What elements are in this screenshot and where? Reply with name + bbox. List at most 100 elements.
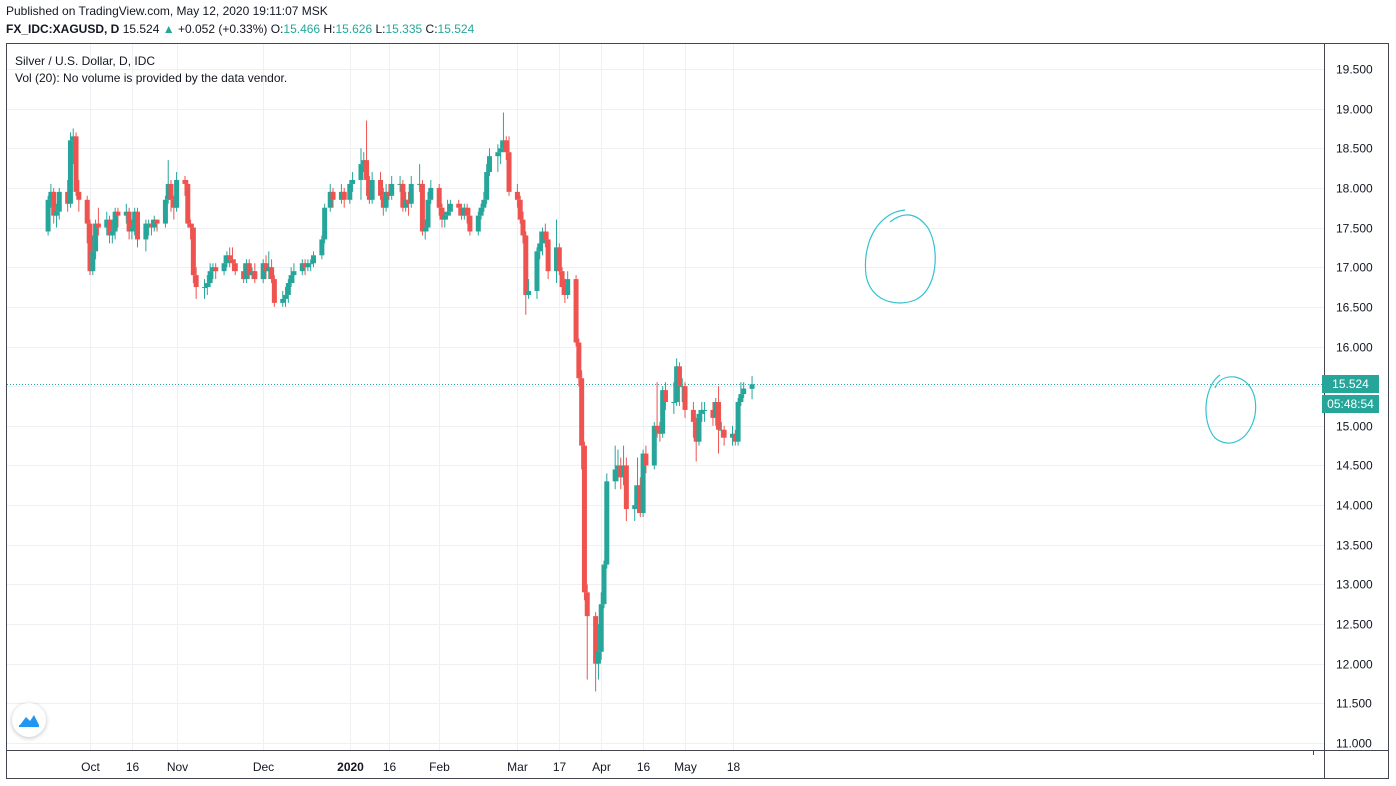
candle-body bbox=[305, 263, 311, 268]
candle bbox=[654, 382, 660, 438]
candle-body bbox=[400, 183, 406, 208]
y-tick-label: 14.500 bbox=[1336, 459, 1373, 473]
candle bbox=[676, 362, 682, 406]
candle bbox=[224, 251, 230, 268]
candle-body bbox=[185, 183, 191, 224]
candle bbox=[660, 386, 666, 438]
candle bbox=[523, 231, 529, 315]
candle bbox=[269, 259, 275, 284]
candle-body bbox=[67, 140, 73, 204]
y-tick-label: 16.500 bbox=[1336, 301, 1373, 315]
y-tick-label: 13.000 bbox=[1336, 578, 1373, 592]
candle-body bbox=[428, 187, 434, 200]
candle bbox=[397, 176, 403, 192]
candle bbox=[386, 183, 392, 200]
candle-body bbox=[738, 394, 744, 403]
candle bbox=[498, 140, 504, 165]
candle-body bbox=[347, 183, 353, 200]
candle bbox=[573, 275, 579, 347]
candle-body bbox=[540, 231, 546, 244]
series-legend-title[interactable]: Silver / U.S. Dollar, D, IDC bbox=[15, 54, 156, 68]
candle bbox=[662, 382, 668, 410]
x-tick-label: Apr bbox=[592, 760, 611, 774]
candle-body bbox=[749, 384, 755, 389]
candle bbox=[76, 179, 82, 212]
candle bbox=[123, 203, 129, 224]
candle bbox=[601, 560, 607, 609]
candle bbox=[439, 203, 445, 228]
candle bbox=[266, 251, 272, 280]
candle-body bbox=[210, 267, 216, 272]
symbol-name[interactable]: FX_IDC:XAGUSD, D bbox=[6, 22, 120, 36]
candle bbox=[213, 263, 219, 280]
x-tick-label: Oct bbox=[81, 760, 100, 774]
y-tick-label: 17.000 bbox=[1336, 261, 1373, 275]
candle bbox=[249, 267, 255, 280]
x-tick-label: 16 bbox=[383, 760, 397, 774]
volume-legend-note[interactable]: Vol (20): No volume is provided by the d… bbox=[15, 71, 288, 85]
y-tick-label: 18.000 bbox=[1336, 182, 1373, 196]
low-value: 15.335 bbox=[385, 22, 423, 36]
candle bbox=[299, 259, 305, 276]
candle bbox=[227, 247, 233, 268]
candle bbox=[716, 386, 722, 454]
y-tick-label: 13.500 bbox=[1336, 539, 1373, 553]
candle-body bbox=[252, 271, 258, 280]
candle bbox=[366, 176, 372, 204]
candle bbox=[53, 203, 59, 228]
symbol-quote-line: FX_IDC:XAGUSD, D 15.524 ▲ +0.052 (+0.33%… bbox=[6, 22, 474, 36]
candle-body bbox=[584, 592, 590, 617]
candle-body bbox=[146, 223, 152, 225]
candle bbox=[308, 259, 314, 272]
candle-body bbox=[109, 231, 115, 236]
y-tick-label: 16.000 bbox=[1336, 341, 1373, 355]
candle-body bbox=[514, 191, 520, 200]
y-tick-label: 19.500 bbox=[1336, 63, 1373, 77]
candle bbox=[408, 176, 414, 208]
candle bbox=[93, 219, 99, 260]
last-price: 15.524 bbox=[122, 22, 160, 36]
candle-body bbox=[425, 199, 431, 228]
candle-body bbox=[327, 191, 333, 208]
y-tick-label: 12.000 bbox=[1336, 658, 1373, 672]
candle-body bbox=[520, 219, 526, 236]
candle bbox=[271, 275, 277, 307]
x-tick-label: 2020 bbox=[337, 760, 364, 774]
candle-body bbox=[308, 263, 314, 265]
candle bbox=[593, 612, 599, 692]
tradingview-logo[interactable] bbox=[12, 703, 46, 737]
candle bbox=[168, 179, 174, 212]
candle bbox=[749, 376, 755, 400]
candle bbox=[640, 449, 646, 517]
candle bbox=[405, 191, 411, 216]
candle bbox=[702, 402, 708, 422]
candle-body bbox=[266, 267, 272, 272]
candle bbox=[302, 259, 308, 276]
y-tick-label: 12.500 bbox=[1336, 618, 1373, 632]
candle bbox=[730, 425, 736, 446]
candle-body bbox=[378, 179, 384, 196]
candle bbox=[243, 259, 249, 284]
chart-frame bbox=[6, 43, 1389, 779]
candle-body bbox=[439, 207, 445, 220]
candle-body bbox=[263, 263, 269, 272]
candle-body bbox=[721, 429, 727, 438]
candle-body bbox=[182, 179, 188, 184]
candle-body bbox=[48, 191, 54, 200]
candle bbox=[338, 183, 344, 204]
x-tick-label: Nov bbox=[167, 760, 188, 774]
candle bbox=[643, 445, 649, 474]
candle-body bbox=[322, 207, 328, 240]
y-tick-label: 17.500 bbox=[1336, 222, 1373, 236]
candle bbox=[526, 279, 532, 299]
candle-body bbox=[126, 211, 132, 232]
candle-body bbox=[246, 263, 252, 276]
candle-body bbox=[285, 283, 291, 295]
candle-body bbox=[408, 183, 414, 204]
candle bbox=[288, 267, 294, 288]
candle-body bbox=[486, 156, 492, 173]
candle bbox=[554, 219, 560, 284]
candle bbox=[48, 183, 54, 208]
candle bbox=[718, 421, 724, 438]
